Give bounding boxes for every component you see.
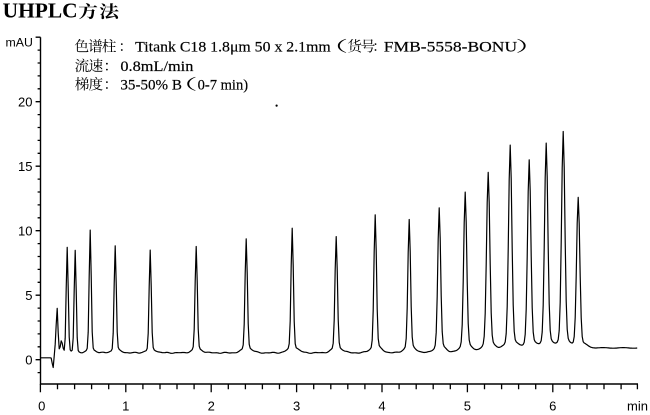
- svg-text:0: 0: [38, 399, 45, 414]
- svg-text:20: 20: [18, 94, 32, 109]
- svg-text:mAU: mAU: [6, 36, 33, 50]
- svg-text:6: 6: [549, 399, 556, 414]
- svg-text:0-7 min): 0-7 min): [198, 77, 249, 93]
- svg-text:4: 4: [378, 399, 385, 414]
- svg-text:15: 15: [18, 159, 32, 174]
- svg-text:FMB-5558-BONU: FMB-5558-BONU: [384, 39, 517, 55]
- svg-text:10: 10: [18, 223, 32, 238]
- svg-text:min: min: [627, 399, 648, 414]
- svg-text:3: 3: [293, 399, 300, 414]
- svg-text:35-50% B: 35-50% B: [120, 77, 181, 93]
- svg-text:5: 5: [25, 288, 32, 303]
- svg-text:5: 5: [464, 399, 471, 414]
- svg-text:0.8mL/min: 0.8mL/min: [120, 59, 194, 75]
- svg-text:UHPLC: UHPLC: [3, 0, 78, 22]
- svg-text:1: 1: [122, 399, 129, 414]
- svg-text:2: 2: [208, 399, 215, 414]
- svg-text:0: 0: [25, 352, 32, 367]
- svg-text:Titank C18 1.8μm 50 x 2.1mm: Titank C18 1.8μm 50 x 2.1mm: [135, 39, 331, 55]
